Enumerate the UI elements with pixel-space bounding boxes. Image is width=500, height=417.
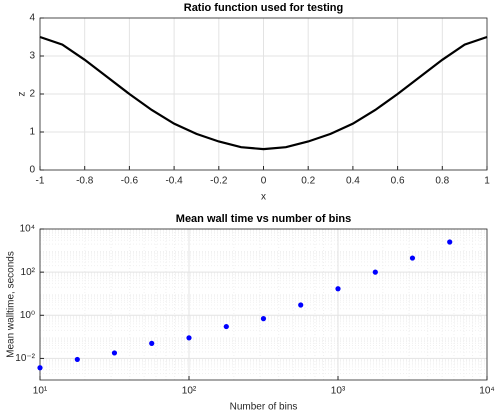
data-point	[447, 239, 453, 245]
x-tick-label: 10³	[331, 386, 346, 397]
x-tick-label: 10¹	[33, 386, 48, 397]
y-tick-label: 10⁰	[20, 310, 35, 321]
chart-title: Ratio function used for testing	[184, 2, 344, 14]
data-point	[409, 255, 416, 261]
x-tick-label: 0.6	[391, 176, 405, 187]
y-tick-label: 2	[29, 89, 35, 100]
data-point	[74, 356, 80, 363]
y-tick-label: 10⁴	[20, 224, 35, 235]
y-tick-label: 0	[29, 165, 35, 176]
data-point	[298, 302, 304, 308]
x-axis-label: x	[261, 192, 266, 203]
y-axis-label: z	[17, 92, 28, 97]
plot-area	[40, 229, 487, 380]
x-tick-label: 0.8	[435, 176, 449, 187]
y-tick-label: 10²	[21, 267, 36, 278]
chart-title: Mean wall time vs number of bins	[176, 213, 351, 225]
y-tick-label: 1	[29, 127, 35, 138]
data-point	[335, 286, 341, 292]
y-tick-label: 3	[29, 51, 35, 62]
data-point	[223, 323, 229, 330]
x-tick-label: 1	[484, 176, 490, 187]
x-tick-label: 0.2	[301, 176, 315, 187]
x-tick-label: -0.6	[121, 176, 139, 187]
data-point	[111, 350, 118, 356]
x-tick-label: 0.4	[346, 176, 360, 187]
data-point	[372, 269, 378, 275]
x-tick-label: -0.4	[165, 176, 183, 187]
x-tick-label: 0	[261, 176, 267, 187]
y-tick-label: 4	[29, 13, 35, 24]
y-axis-label: Mean walltime, seconds	[6, 251, 17, 358]
x-tick-label: 10²	[182, 386, 197, 397]
x-tick-label: -0.8	[76, 176, 94, 187]
data-line	[39, 35, 488, 151]
y-tick-label: 10⁻²	[15, 353, 35, 364]
data-point	[149, 340, 155, 346]
x-tick-label: 10⁴	[479, 386, 494, 397]
data-point	[260, 316, 267, 322]
x-tick-label: -1	[36, 176, 45, 187]
data-point	[186, 335, 192, 341]
data-point	[37, 365, 43, 371]
axes-frame	[39, 228, 488, 381]
x-tick-label: -0.2	[210, 176, 228, 187]
x-axis-label: Number of bins	[230, 402, 298, 413]
axes-frame	[39, 17, 488, 171]
